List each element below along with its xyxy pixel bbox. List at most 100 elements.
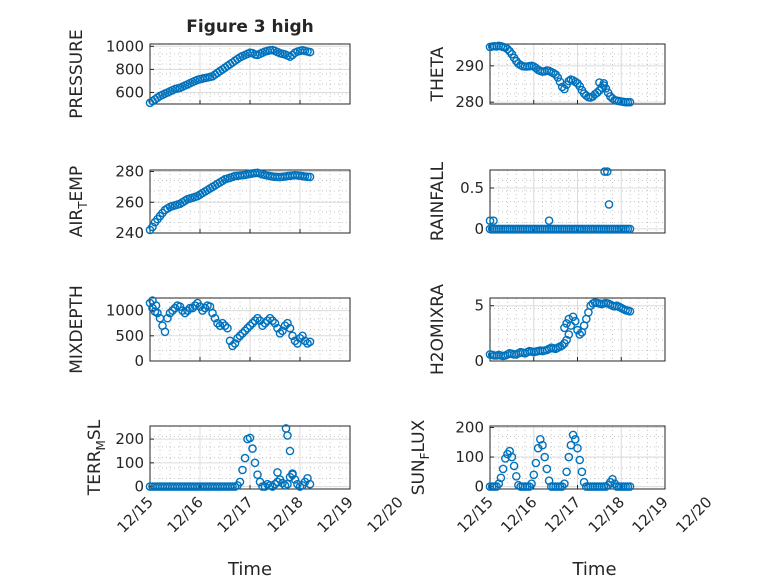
data-point bbox=[531, 458, 541, 468]
x-tick-label: 12/18 bbox=[264, 493, 307, 536]
data-point bbox=[275, 328, 285, 338]
data-point bbox=[529, 470, 539, 480]
y-tick-label: 260 bbox=[115, 193, 144, 211]
data-point bbox=[305, 172, 315, 182]
y-axis-label: AIRTEMP bbox=[67, 166, 90, 237]
axes-frame bbox=[489, 43, 666, 105]
data-point bbox=[250, 458, 260, 468]
data-point bbox=[233, 333, 242, 343]
data-point bbox=[190, 301, 200, 310]
axes-pressure: 600 800 1000 PRESSURE Figure 3 high bbox=[67, 17, 351, 119]
data-point bbox=[223, 323, 232, 333]
data-point bbox=[579, 477, 589, 487]
data-point bbox=[253, 470, 262, 480]
y-axis-label: PRESSURE bbox=[67, 29, 87, 118]
data-point bbox=[268, 316, 277, 326]
y-tick-label: 200 bbox=[115, 430, 144, 448]
data-point bbox=[283, 479, 292, 489]
data-point bbox=[230, 339, 240, 348]
data-point bbox=[560, 84, 569, 94]
data-point bbox=[625, 224, 635, 234]
data-point bbox=[507, 452, 517, 462]
data-point bbox=[601, 84, 611, 93]
data-point bbox=[278, 326, 287, 336]
data-point bbox=[503, 44, 512, 54]
data-point bbox=[228, 341, 237, 351]
axes-sun_flux: 0 100 200 SUNFLUX bbox=[409, 418, 666, 496]
data-point bbox=[560, 479, 569, 489]
x-tick-label: 12/15 bbox=[454, 493, 497, 536]
axes-rainfall: 0 0.5 RAINFALL bbox=[428, 161, 666, 241]
data-point bbox=[305, 479, 315, 489]
data-point bbox=[253, 313, 262, 323]
data-point bbox=[527, 479, 536, 489]
data-point bbox=[278, 478, 287, 488]
axes-h2omixra: 0 5 H2OMIXRA bbox=[428, 284, 666, 375]
series-h2omixra bbox=[485, 298, 635, 361]
data-point bbox=[568, 430, 578, 440]
data-point bbox=[240, 326, 250, 336]
data-point bbox=[496, 473, 506, 483]
x-tick-label: 12/20 bbox=[672, 493, 715, 536]
y-axis-label: RAINFALL bbox=[428, 161, 448, 241]
data-point bbox=[542, 464, 552, 474]
series-rainfall bbox=[485, 167, 635, 234]
data-point bbox=[564, 330, 574, 339]
data-point bbox=[238, 328, 247, 338]
data-point bbox=[592, 88, 602, 97]
x-axis-terr_msl: 12/15 12/16 12/17 12/18 12/19 12/20 Time bbox=[114, 493, 407, 580]
data-point bbox=[509, 461, 519, 471]
x-axis-label: Time bbox=[571, 559, 616, 580]
series-sun_flux bbox=[485, 430, 635, 491]
data-point bbox=[235, 331, 245, 341]
y-axis-label: MIXDEPTH bbox=[67, 285, 87, 374]
data-point bbox=[571, 434, 580, 444]
data-point bbox=[544, 216, 554, 225]
data-point bbox=[160, 327, 170, 337]
x-axis-sun_flux: 12/15 12/16 12/17 12/18 12/19 12/20 Time bbox=[454, 493, 716, 580]
data-point bbox=[600, 167, 609, 176]
data-point bbox=[248, 444, 257, 453]
x-tick-label: 12/19 bbox=[314, 493, 357, 536]
y-tick-label: 280 bbox=[115, 163, 144, 181]
data-point bbox=[603, 167, 612, 176]
y-tick-label: 0 bbox=[474, 352, 484, 370]
series-terr_msl bbox=[145, 424, 315, 491]
y-axis-label: H2OMIXRA bbox=[428, 284, 448, 375]
data-point bbox=[298, 331, 307, 341]
data-point bbox=[238, 465, 247, 475]
data-point bbox=[280, 321, 290, 331]
data-point bbox=[240, 453, 250, 463]
data-point bbox=[235, 477, 245, 487]
data-point bbox=[243, 323, 252, 333]
data-point bbox=[489, 216, 498, 225]
data-point bbox=[538, 440, 547, 450]
series-theta bbox=[485, 41, 635, 107]
data-point bbox=[577, 467, 587, 477]
data-point bbox=[258, 321, 267, 331]
data-point bbox=[213, 318, 222, 328]
data-point bbox=[248, 318, 257, 328]
data-point bbox=[273, 477, 282, 487]
data-point bbox=[597, 83, 606, 92]
data-point bbox=[595, 78, 604, 87]
axes-mixdepth: 0 500 1000 MIXDEPTH bbox=[67, 285, 351, 374]
data-point bbox=[210, 313, 220, 323]
data-point bbox=[557, 82, 567, 92]
data-point bbox=[283, 318, 292, 328]
data-point bbox=[562, 319, 571, 328]
x-tick-label: 12/20 bbox=[364, 493, 407, 536]
data-point bbox=[273, 468, 282, 477]
data-point bbox=[562, 467, 571, 477]
data-point bbox=[165, 308, 175, 318]
data-point bbox=[290, 336, 300, 346]
axes-air_temp: 240 260 280 AIRTEMP bbox=[67, 163, 351, 242]
y-tick-label: 800 bbox=[115, 60, 144, 78]
data-point bbox=[163, 313, 172, 323]
y-tick-label: 0 bbox=[134, 352, 144, 370]
y-axis-label: THETA bbox=[428, 46, 448, 102]
data-point bbox=[625, 482, 635, 491]
data-point bbox=[540, 452, 550, 462]
x-axis-label: Time bbox=[227, 559, 272, 580]
